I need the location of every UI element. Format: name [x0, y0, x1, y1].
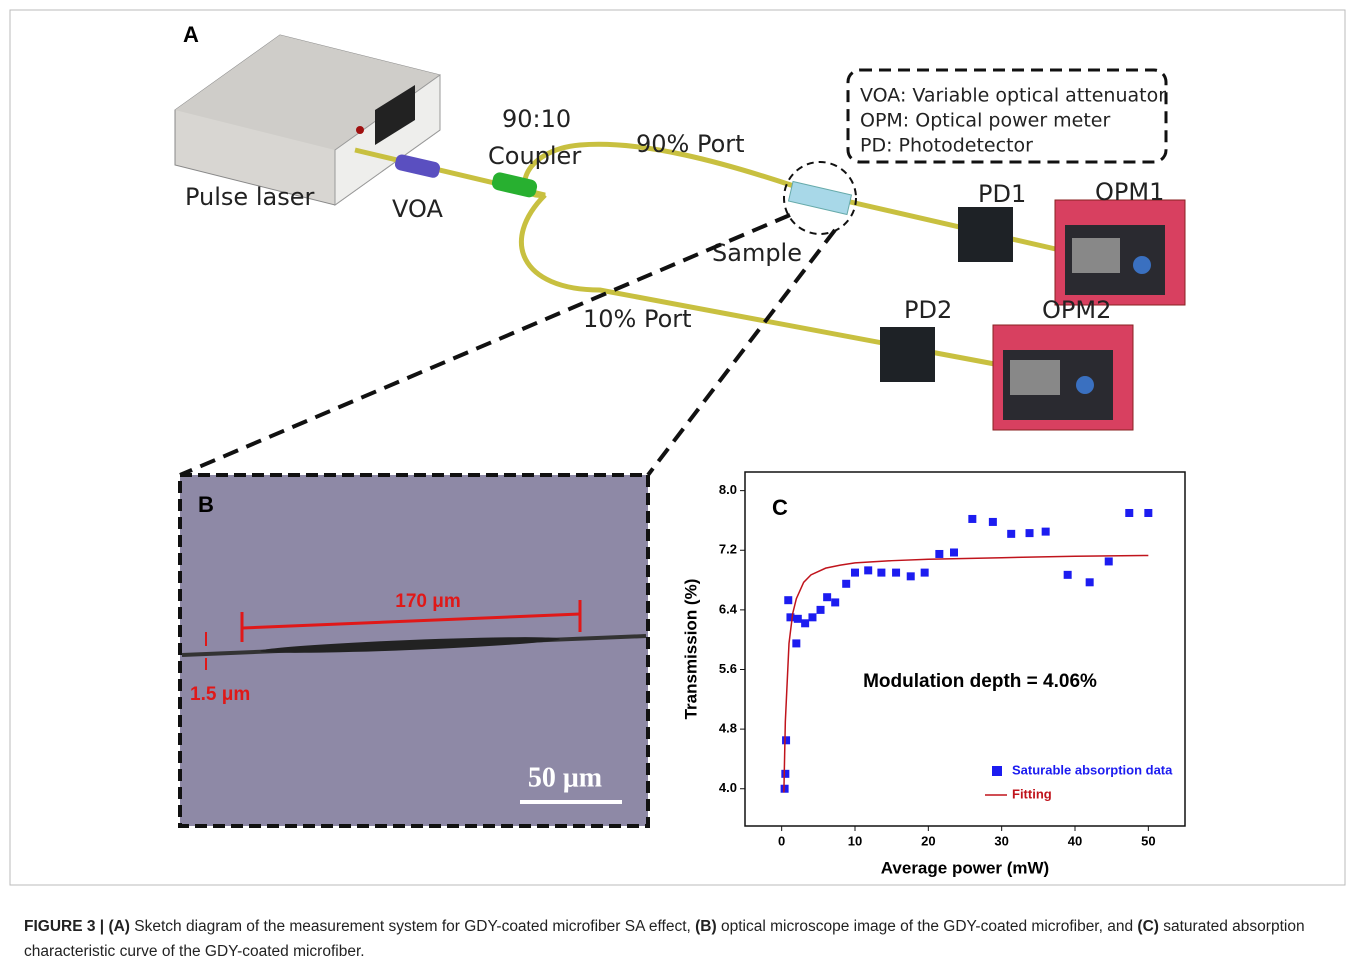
point — [817, 606, 825, 614]
legend-label: Fitting — [1012, 786, 1052, 801]
point — [877, 569, 885, 577]
point — [784, 596, 792, 604]
legend-item: OPM: Optical power meter — [860, 110, 1111, 132]
label: 90:10 — [502, 105, 571, 133]
caption-text: optical microscope image of the GDY-coat… — [721, 918, 1133, 935]
panel-label: A — [183, 22, 199, 47]
label: OPM2 — [1042, 296, 1111, 324]
figure: A Pulse laser VOA 90:10 Coupler 90% Port… — [0, 0, 1355, 890]
legend-item: VOA: Variable optical attenuator — [860, 85, 1166, 107]
label: 10% Port — [583, 305, 692, 333]
point — [1086, 578, 1094, 586]
point — [989, 518, 997, 526]
point — [1144, 509, 1152, 517]
label: Sample — [712, 239, 802, 267]
pd2 — [880, 327, 935, 382]
point — [1125, 509, 1133, 517]
label: 90% Port — [636, 130, 745, 158]
point — [1042, 528, 1050, 536]
label: PD2 — [904, 296, 952, 324]
point — [782, 736, 790, 744]
x-tick-label: 40 — [1068, 833, 1082, 848]
opm1 — [1055, 200, 1185, 305]
point — [801, 619, 809, 627]
annotation: Modulation depth = 4.06% — [863, 671, 1097, 692]
label: PD1 — [978, 180, 1026, 208]
panel-label: C — [772, 495, 788, 520]
label: VOA — [392, 195, 443, 223]
opm2 — [993, 325, 1133, 430]
point — [950, 548, 958, 556]
caption-label: (C) — [1137, 918, 1159, 935]
label: Coupler — [488, 142, 581, 170]
chart: 0 10 20 30 40 50 4.0 4.8 5.6 6.4 7.2 8.0 Average pow… — [681, 472, 1185, 877]
panel-label: B — [198, 492, 214, 517]
laser — [175, 35, 440, 205]
point — [1064, 571, 1072, 579]
point — [1026, 529, 1034, 537]
point — [823, 593, 831, 601]
fibers — [355, 144, 1060, 365]
y-tick-label: 4.0 — [719, 780, 737, 795]
x-tick-label: 30 — [994, 833, 1008, 848]
point — [1007, 530, 1015, 538]
y-tick-label: 7.2 — [719, 542, 737, 557]
point — [792, 639, 800, 647]
coupler — [491, 171, 539, 199]
point — [864, 566, 872, 574]
caption-label: (B) — [695, 918, 717, 935]
legend-marker — [992, 766, 1002, 776]
sample — [789, 182, 852, 215]
label: Pulse laser — [185, 183, 314, 211]
y-tick-label: 6.4 — [719, 601, 738, 616]
point — [921, 569, 929, 577]
dimension-label: 1.5 μm — [190, 684, 250, 705]
y-tick-label: 5.6 — [719, 661, 737, 676]
x-tick-label: 10 — [848, 833, 862, 848]
point — [892, 569, 900, 577]
pd1 — [958, 207, 1013, 262]
voa — [394, 153, 441, 179]
y-tick-label: 8.0 — [719, 482, 737, 497]
dimension-label: 170 μm — [395, 591, 461, 612]
legend-item: PD: Photodetector — [860, 135, 1033, 157]
caption-text: Sketch diagram of the measurement system… — [134, 918, 691, 935]
label: OPM1 — [1095, 178, 1164, 206]
point — [968, 515, 976, 523]
y-tick-label: 4.8 — [719, 721, 737, 736]
point — [935, 550, 943, 558]
point — [842, 580, 850, 588]
point — [781, 770, 789, 778]
point — [1105, 557, 1113, 565]
point — [851, 569, 859, 577]
point — [831, 598, 839, 606]
x-tick-label: 0 — [778, 833, 785, 848]
page: A Pulse laser VOA 90:10 Coupler 90% Port… — [0, 0, 1355, 965]
x-tick-label: 50 — [1141, 833, 1155, 848]
point — [808, 613, 816, 621]
x-axis-title: Average power (mW) — [881, 858, 1049, 877]
caption-label: (A) — [108, 918, 130, 935]
x-tick-label: 20 — [921, 833, 935, 848]
point — [794, 615, 802, 623]
legend-label: Saturable absorption data — [1012, 762, 1173, 777]
figure-label: FIGURE 3 | — [24, 918, 104, 935]
y-axis-title: Transmission (%) — [681, 579, 700, 720]
point — [907, 572, 915, 580]
caption: FIGURE 3 | (A) Sketch diagram of the mea… — [24, 914, 1324, 964]
scale-label: 50 μm — [528, 762, 602, 793]
